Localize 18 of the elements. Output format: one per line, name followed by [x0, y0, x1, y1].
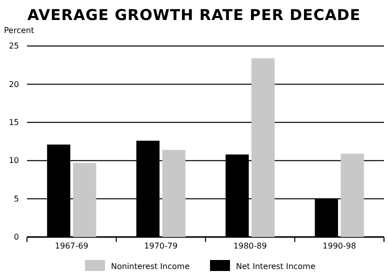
- x-tick-label: 1980-89: [233, 242, 267, 251]
- y-axis-title: Percent: [4, 26, 34, 35]
- y-tick-label: 0: [14, 232, 19, 242]
- legend-label: Net Interest Income: [236, 262, 316, 271]
- bar: [340, 154, 364, 237]
- y-tick-label: 20: [8, 80, 19, 89]
- y-tick-label: 15: [8, 118, 19, 127]
- bar: [162, 150, 186, 237]
- y-tick-label: 10: [8, 156, 19, 166]
- legend-label: Noninterest Income: [111, 262, 190, 271]
- y-tick-label: 5: [14, 194, 19, 204]
- bar: [251, 58, 275, 237]
- x-tick-label: 1990-98: [322, 242, 356, 251]
- bar: [72, 162, 96, 237]
- y-tick-label: 25: [8, 42, 19, 51]
- chart-title: AVERAGE GROWTH RATE PER DECADE: [27, 6, 361, 24]
- x-tick-label: 1970-79: [144, 242, 178, 251]
- x-tick-label: 1967-69: [54, 242, 88, 251]
